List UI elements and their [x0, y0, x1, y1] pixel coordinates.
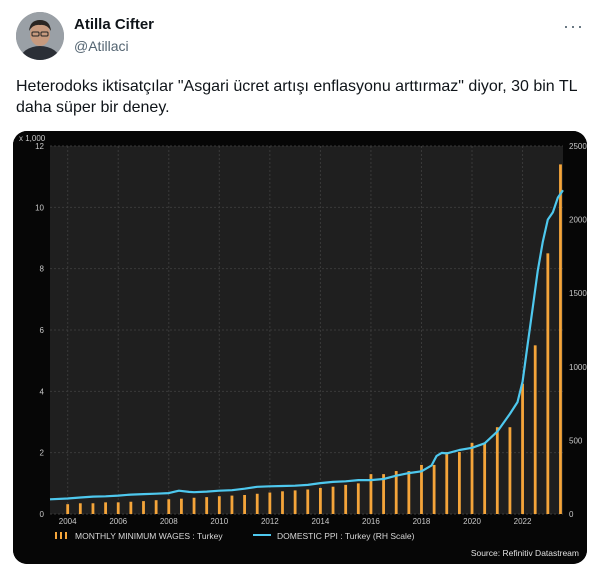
left-axis: 0 2 4 6 8 10 12	[35, 142, 44, 519]
wage-bar	[470, 442, 474, 514]
wage-bar	[369, 474, 373, 514]
ppi-line-path	[49, 189, 564, 501]
left-tick-label: 2	[40, 449, 45, 458]
wage-bar	[167, 499, 171, 514]
x-tick-label: 2022	[514, 517, 532, 526]
legend-item-ppi: DOMESTIC PPI : Turkey (RH Scale)	[277, 531, 415, 541]
wage-bar	[546, 253, 550, 514]
left-tick-label: 12	[35, 142, 44, 151]
wage-bar	[243, 494, 246, 514]
wage-bar	[217, 496, 221, 514]
wage-bar	[407, 471, 411, 514]
x-tick-label: 2018	[413, 517, 431, 526]
wage-bar	[281, 491, 284, 514]
avatar[interactable]	[16, 12, 64, 60]
wage-bar	[306, 489, 310, 514]
right-axis: 0 500 1000 1500 2000 2500	[569, 142, 587, 519]
wage-bar	[508, 427, 512, 514]
x-tick-label: 2010	[210, 517, 228, 526]
wage-bar	[394, 471, 398, 514]
wage-bar	[344, 484, 348, 514]
x-axis: 2004 2006 2008 2010 2012 2014 2016 2018 2020 2022	[59, 517, 532, 526]
x-tick-label: 2006	[109, 517, 127, 526]
wage-bar	[420, 464, 423, 514]
x-tick-label: 2012	[261, 517, 279, 526]
avatar-portrait	[16, 12, 64, 60]
wage-bar	[356, 483, 360, 514]
wage-bar	[129, 501, 133, 514]
wage-bar	[521, 383, 524, 514]
left-tick-label: 8	[40, 265, 45, 274]
wage-bar	[180, 498, 183, 514]
wage-bar	[457, 452, 461, 514]
wage-bar	[559, 164, 562, 514]
wage-bar	[331, 486, 335, 514]
wage-bar	[104, 502, 107, 514]
wage-bar	[533, 345, 537, 514]
left-tick-label: 0	[40, 510, 45, 519]
chart-image[interactable]: 0 2 4 6 8 10 12 0 500 1000 1500 2000 2500 2004 2006 2…	[13, 131, 587, 564]
more-icon[interactable]: ···	[563, 16, 584, 36]
x-tick-label: 2020	[463, 517, 481, 526]
ppi-line	[49, 189, 564, 501]
wage-bar	[495, 427, 499, 514]
legend-item-wages: MONTHLY MINIMUM WAGES : Turkey	[75, 531, 223, 541]
x-tick-label: 2014	[312, 517, 330, 526]
wage-bar	[293, 490, 297, 514]
right-tick-label: 2500	[569, 142, 587, 151]
wage-bar	[255, 493, 259, 514]
right-tick-label: 500	[569, 436, 583, 445]
x-tick-label: 2008	[160, 517, 178, 526]
left-tick-label: 4	[40, 387, 45, 396]
right-tick-label: 1000	[569, 363, 587, 372]
chart-source: Source: Refinitiv Datastream	[471, 548, 579, 558]
wage-bar	[382, 474, 385, 514]
right-tick-label: 0	[569, 510, 574, 519]
wage-bar	[116, 502, 120, 514]
wage-bar	[192, 497, 196, 514]
tweet-text: Heterodoks iktisatçılar "Asgari ücret ar…	[16, 78, 577, 116]
wage-bar	[205, 497, 209, 514]
right-tick-label: 2000	[569, 216, 587, 225]
grid-lines	[50, 145, 563, 515]
tweet-header: Atilla Cifter @Atillaci ···	[16, 12, 584, 62]
x-tick-label: 2004	[59, 517, 77, 526]
legend: MONTHLY MINIMUM WAGES : Turkey DOMESTIC …	[55, 531, 415, 541]
wage-bar	[142, 501, 145, 514]
left-tick-label: 6	[40, 326, 45, 335]
left-tick-label: 10	[35, 203, 44, 212]
left-axis-unit: x 1,000	[19, 134, 46, 143]
wage-bar	[268, 492, 272, 514]
wage-bar	[78, 503, 82, 514]
wage-bar	[445, 452, 449, 514]
wage-bar	[483, 442, 487, 514]
wage-bars	[66, 164, 562, 514]
wage-bar	[432, 464, 436, 514]
wage-bar	[318, 487, 322, 514]
wage-bar	[230, 495, 234, 514]
author-name[interactable]: Atilla Cifter	[74, 16, 155, 33]
x-tick-label: 2016	[362, 517, 380, 526]
wage-bar	[66, 504, 70, 514]
wage-bar	[154, 500, 158, 514]
legend-bars-icon	[55, 532, 67, 539]
wage-bar	[91, 503, 95, 514]
author-handle[interactable]: @Atillaci	[74, 38, 129, 54]
right-tick-label: 1500	[569, 289, 587, 298]
